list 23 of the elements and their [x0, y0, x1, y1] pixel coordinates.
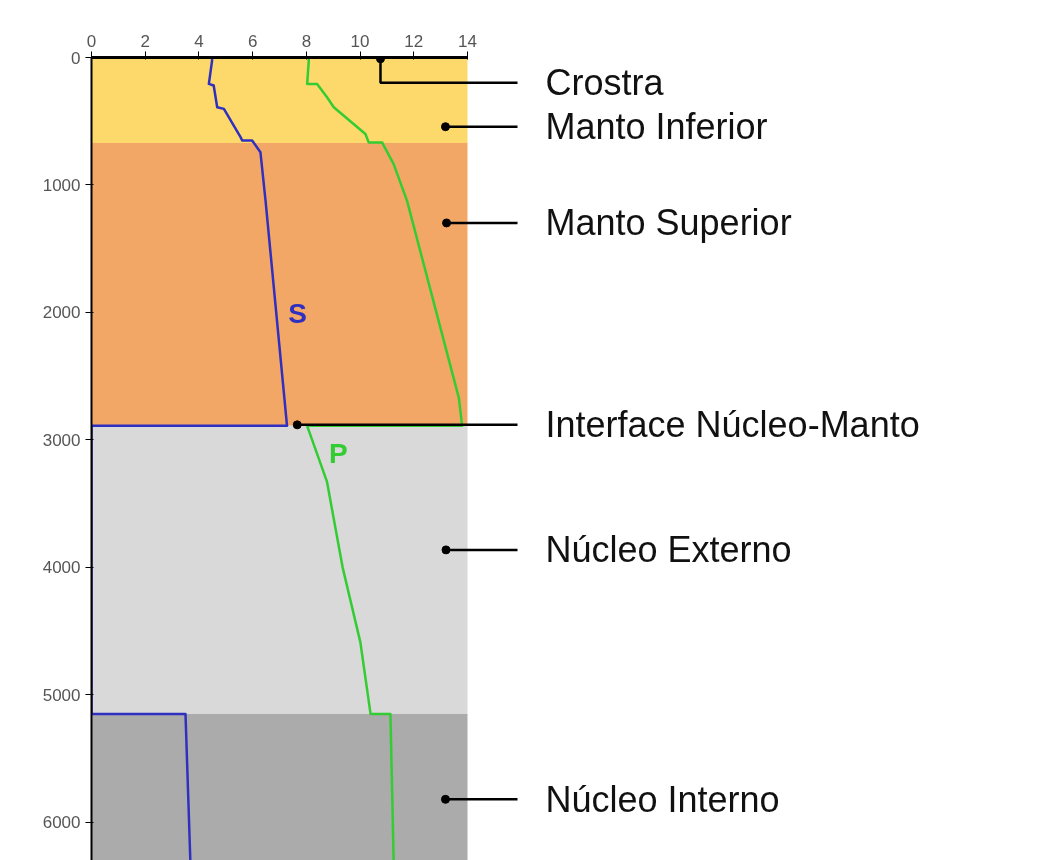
annotation: Manto Superior — [545, 202, 792, 244]
x-tick-label: 2 — [140, 31, 150, 51]
x-tick-label: 0 — [86, 31, 97, 51]
annotation: Crostra — [545, 62, 665, 104]
x-tick-label: 8 — [301, 31, 312, 51]
y-tick-label: 2000 — [42, 303, 81, 323]
y-tick-label: 6000 — [42, 813, 81, 833]
annotation: Núcleo Externo — [545, 529, 792, 571]
annotation: Interface Núcleo-Manto — [545, 404, 920, 446]
x-tick-label: 6 — [247, 31, 258, 51]
series-label: P — [329, 438, 348, 470]
series-label: S — [288, 297, 307, 329]
annotation: Núcleo Interno — [545, 778, 780, 820]
y-tick-label: 1000 — [42, 175, 81, 195]
y-tick-label: 5000 — [42, 685, 81, 705]
x-tick-label: 10 — [350, 31, 370, 51]
y-tick-label: 3000 — [42, 430, 81, 450]
x-tick-label: 4 — [194, 31, 204, 51]
annotation: Manto Inferior — [545, 106, 768, 148]
y-tick-label: 0 — [71, 48, 81, 68]
y-tick-label: 4000 — [42, 558, 81, 578]
x-tick-label: 14 — [458, 31, 477, 51]
x-tick-label: 12 — [404, 31, 424, 51]
